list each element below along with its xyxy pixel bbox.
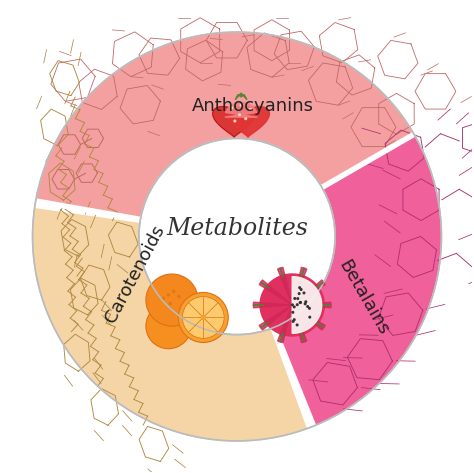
Text: Metabolites: Metabolites (166, 217, 308, 240)
Circle shape (300, 288, 302, 291)
Circle shape (296, 324, 299, 326)
Circle shape (299, 301, 301, 304)
Polygon shape (292, 302, 331, 308)
Circle shape (293, 318, 296, 321)
Circle shape (177, 295, 181, 298)
Polygon shape (259, 280, 292, 305)
Circle shape (308, 307, 311, 310)
Circle shape (293, 297, 296, 300)
Circle shape (308, 315, 311, 319)
Circle shape (291, 303, 294, 307)
Circle shape (298, 292, 301, 295)
Circle shape (169, 302, 172, 305)
Circle shape (239, 104, 243, 107)
Circle shape (292, 320, 294, 323)
Polygon shape (225, 102, 257, 117)
Wedge shape (33, 208, 307, 441)
Circle shape (146, 274, 198, 326)
Circle shape (296, 297, 299, 300)
Circle shape (249, 108, 252, 111)
Polygon shape (278, 305, 292, 342)
Polygon shape (292, 280, 325, 305)
Circle shape (178, 292, 228, 342)
Circle shape (172, 289, 175, 293)
Wedge shape (274, 134, 441, 426)
Circle shape (296, 303, 299, 306)
Circle shape (306, 305, 309, 308)
Circle shape (233, 120, 237, 123)
Circle shape (230, 106, 233, 109)
Circle shape (292, 311, 294, 314)
Circle shape (146, 304, 191, 349)
Polygon shape (227, 106, 269, 137)
Polygon shape (292, 277, 322, 333)
Circle shape (139, 139, 335, 334)
Circle shape (299, 301, 302, 304)
Circle shape (201, 315, 206, 320)
Polygon shape (213, 106, 255, 137)
Polygon shape (260, 274, 324, 336)
Text: Carotenoids: Carotenoids (101, 222, 168, 326)
Wedge shape (36, 32, 414, 219)
Circle shape (182, 297, 224, 338)
Circle shape (304, 300, 307, 303)
Polygon shape (292, 305, 325, 330)
Polygon shape (259, 305, 292, 330)
Circle shape (238, 113, 241, 116)
Circle shape (293, 306, 296, 308)
Circle shape (162, 297, 165, 300)
Circle shape (244, 117, 247, 120)
Polygon shape (253, 302, 292, 308)
Polygon shape (278, 267, 292, 305)
Polygon shape (292, 267, 307, 305)
Circle shape (298, 286, 301, 289)
Text: Betalains: Betalains (335, 257, 392, 339)
Circle shape (167, 293, 170, 297)
Polygon shape (235, 93, 247, 100)
Circle shape (302, 291, 305, 295)
Polygon shape (292, 305, 307, 342)
Circle shape (304, 302, 307, 306)
Text: Anthocyanins: Anthocyanins (192, 97, 314, 115)
